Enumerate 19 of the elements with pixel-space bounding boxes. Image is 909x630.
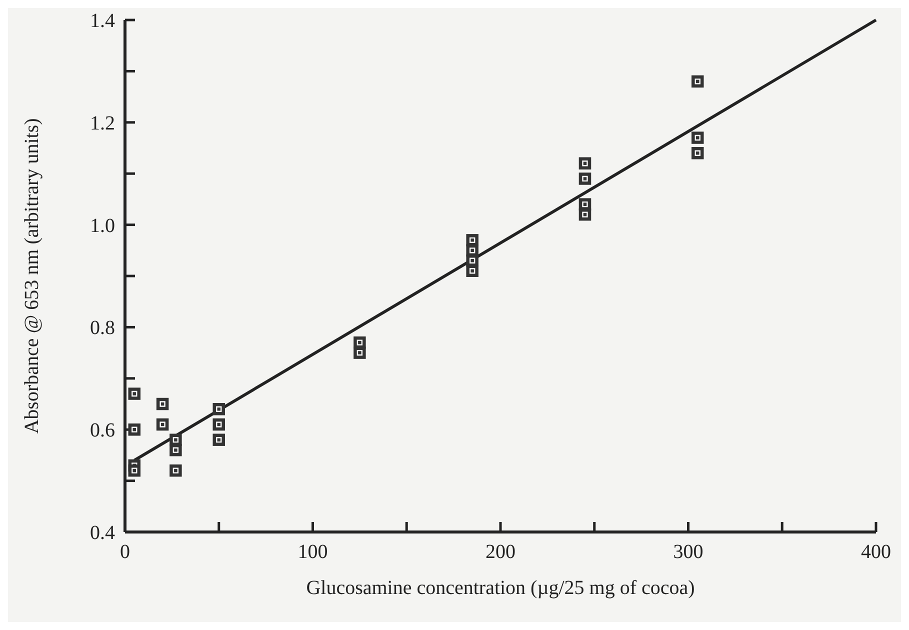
y-axis-title: Absorbance @ 653 nm (arbitrary units) [21, 118, 43, 434]
x-tick-label: 0 [120, 541, 130, 563]
x-tick-label: 400 [861, 541, 891, 563]
x-tick-label: 100 [298, 541, 328, 563]
point [692, 146, 704, 160]
y-tick-label: 0.6 [90, 420, 115, 442]
x-tick-label: 300 [673, 541, 704, 563]
point [692, 132, 704, 144]
y-tick-label: 0.4 [90, 522, 115, 544]
y-tick-label: 1.2 [90, 112, 115, 134]
point [466, 264, 478, 278]
point [212, 434, 225, 446]
y-tick-label: 0.8 [90, 317, 115, 340]
y-tick-label: 1.4 [90, 10, 115, 32]
text: 1.0 [90, 214, 115, 237]
point [354, 346, 366, 359]
x-tick-label: 200 [486, 541, 516, 563]
point [128, 388, 141, 400]
x-axis-title: Glucosamine concentration (µg/25 mg of cocoa) [306, 577, 695, 599]
